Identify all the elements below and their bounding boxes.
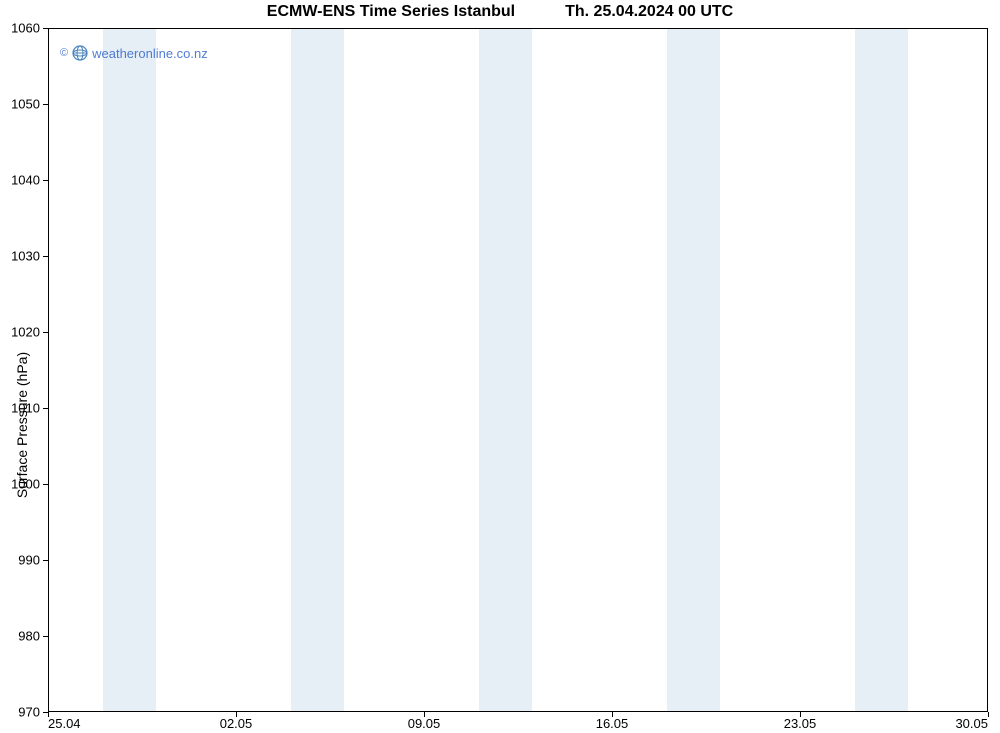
- title-right: Th. 25.04.2024 00 UTC: [565, 3, 733, 21]
- x-tick-mark: [424, 712, 425, 717]
- y-tick-mark: [43, 636, 48, 637]
- x-tick-mark: [48, 712, 49, 717]
- watermark: © weatheronline.co.nz: [60, 45, 208, 61]
- copyright-symbol: ©: [60, 47, 68, 59]
- y-tick-label: 970: [0, 705, 40, 720]
- weekend-band: [291, 29, 345, 711]
- y-tick-mark: [43, 180, 48, 181]
- y-tick-label: 1020: [0, 325, 40, 340]
- chart-container: ECMW-ENS Time Series Istanbul Th. 25.04.…: [0, 0, 1000, 733]
- title-left: ECMW-ENS Time Series Istanbul: [267, 3, 515, 21]
- globe-icon: [72, 45, 88, 61]
- weekend-band: [479, 29, 533, 711]
- x-tick-label: 23.05: [784, 716, 817, 731]
- plot-area: [48, 28, 988, 712]
- y-tick-label: 1050: [0, 97, 40, 112]
- y-tick-mark: [43, 104, 48, 105]
- y-tick-label: 1010: [0, 401, 40, 416]
- x-tick-label: 30.05: [955, 716, 988, 731]
- y-tick-label: 1000: [0, 477, 40, 492]
- x-tick-label: 09.05: [408, 716, 441, 731]
- y-tick-mark: [43, 484, 48, 485]
- weekend-band: [855, 29, 909, 711]
- x-tick-label: 02.05: [220, 716, 253, 731]
- chart-title-row: ECMW-ENS Time Series Istanbul Th. 25.04.…: [0, 0, 1000, 24]
- y-tick-label: 990: [0, 553, 40, 568]
- x-tick-mark: [800, 712, 801, 717]
- x-tick-mark: [236, 712, 237, 717]
- x-tick-mark: [988, 712, 989, 717]
- y-tick-label: 1030: [0, 249, 40, 264]
- y-tick-mark: [43, 28, 48, 29]
- y-tick-mark: [43, 256, 48, 257]
- y-tick-label: 1060: [0, 21, 40, 36]
- weekend-band: [103, 29, 157, 711]
- x-tick-mark: [612, 712, 613, 717]
- y-tick-mark: [43, 332, 48, 333]
- x-tick-label: 16.05: [596, 716, 629, 731]
- x-tick-label: 25.04: [48, 716, 81, 731]
- y-tick-mark: [43, 408, 48, 409]
- y-tick-mark: [43, 560, 48, 561]
- watermark-text: weatheronline.co.nz: [92, 46, 208, 61]
- y-tick-label: 1040: [0, 173, 40, 188]
- weekend-band: [667, 29, 721, 711]
- y-tick-label: 980: [0, 629, 40, 644]
